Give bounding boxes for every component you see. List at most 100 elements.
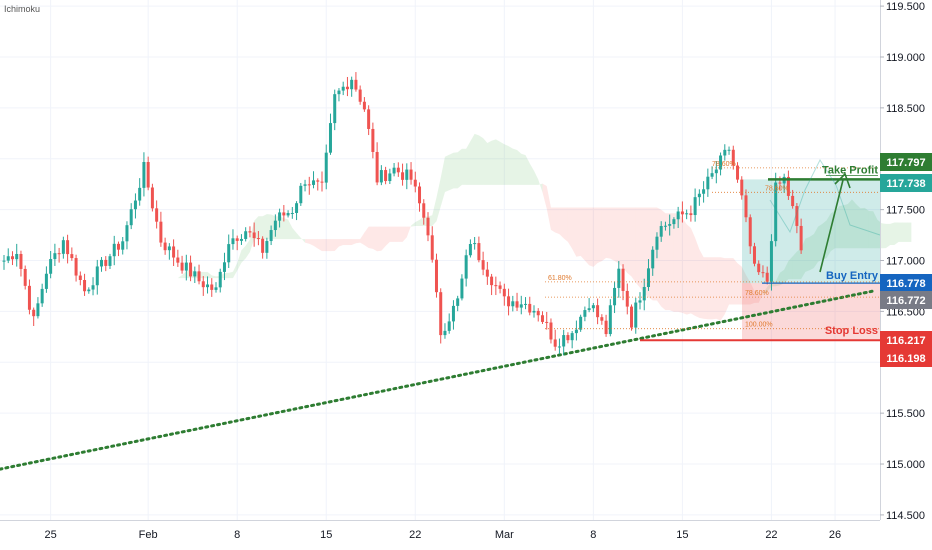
- candle-body: [477, 243, 481, 261]
- cloud-segment: [754, 291, 759, 303]
- candle-body: [261, 238, 265, 253]
- cloud-segment: [873, 211, 878, 249]
- cloud-segment: [377, 226, 382, 252]
- candle-body: [685, 213, 689, 215]
- x-tick-label: 22: [409, 529, 421, 541]
- cloud-segment: [567, 207, 573, 249]
- cloud-segment: [521, 153, 526, 185]
- cloud-segment: [525, 155, 530, 185]
- candle-body: [697, 193, 701, 198]
- candle-body: [426, 217, 430, 236]
- candle-body: [638, 300, 642, 303]
- cloud-segment: [758, 293, 763, 303]
- candle-body: [634, 302, 638, 328]
- candle-body: [507, 296, 511, 307]
- candle-body: [621, 268, 625, 291]
- candle-body: [256, 238, 260, 240]
- cloud-segment: [703, 257, 708, 320]
- candle-body: [587, 308, 591, 311]
- candle-body: [532, 310, 536, 313]
- candle-body: [430, 235, 434, 260]
- cloud-segment: [495, 139, 501, 185]
- candle-body: [362, 101, 366, 110]
- candle-body: [570, 333, 574, 341]
- cloud-segment: [411, 222, 416, 227]
- cloud-segment: [580, 207, 585, 261]
- price-tag-buy-entry: [880, 274, 932, 292]
- buy-entry-label: Buy Entry: [826, 270, 879, 282]
- y-tick-label: 119.000: [886, 52, 925, 64]
- cloud-segment: [550, 207, 556, 233]
- cloud-segment: [678, 213, 683, 313]
- candle-body: [642, 287, 646, 301]
- cloud-segment: [292, 227, 297, 240]
- candle-body: [2, 260, 6, 262]
- candle-body: [235, 238, 239, 241]
- support-trendline: [0, 289, 875, 471]
- candle-body: [625, 290, 629, 307]
- candle-body: [392, 167, 396, 174]
- target-arrow-shaft: [819, 179, 844, 273]
- candle-body: [490, 276, 494, 286]
- candle-body: [706, 176, 710, 190]
- cloud-segment: [669, 213, 674, 312]
- cloud-segment: [835, 206, 840, 249]
- cloud-segment: [322, 239, 327, 252]
- cloud-segment: [372, 226, 378, 252]
- cloud-segment: [440, 156, 445, 207]
- indicator-label: Ichimoku: [4, 4, 40, 14]
- cloud-segment: [623, 207, 628, 274]
- cloud-segment: [517, 150, 522, 185]
- candle-body: [231, 238, 235, 245]
- candle-body: [439, 292, 443, 336]
- y-tick-label: 114.500: [886, 510, 925, 522]
- price-axis[interactable]: 119.500119.000118.500118.000117.500117.0…: [880, 1, 925, 522]
- candle-body: [545, 321, 549, 323]
- cloud-segment: [258, 216, 263, 240]
- candle-body: [265, 241, 269, 253]
- cloud-segment: [606, 207, 611, 259]
- candle-body: [617, 268, 621, 288]
- cloud-segment: [415, 219, 420, 226]
- candle-body: [172, 246, 176, 258]
- cloud-segment: [402, 226, 407, 242]
- candle-body: [176, 257, 180, 263]
- cloud-segment: [444, 154, 450, 193]
- candle-body: [748, 217, 752, 247]
- candle-body: [248, 231, 252, 233]
- candle-body: [32, 309, 36, 317]
- cloud-segment: [673, 213, 679, 312]
- candle-body: [341, 86, 345, 91]
- candle-body: [562, 335, 566, 347]
- cloud-segment: [288, 219, 293, 240]
- cloud-segment: [733, 258, 738, 305]
- x-tick-label: 15: [676, 529, 688, 541]
- cloud-segment: [529, 163, 534, 185]
- price-tag-take-profit: [880, 174, 932, 192]
- candle-body: [752, 246, 756, 264]
- candle-body: [227, 244, 231, 263]
- price-tag-text: 116.217: [886, 335, 925, 347]
- candle-body: [502, 288, 506, 297]
- y-tick-label: 115.000: [886, 459, 925, 471]
- candle-body: [540, 315, 544, 322]
- time-axis[interactable]: 25 Feb 8 15 22 Mar 8 15 22 26: [45, 529, 842, 541]
- cloud-segment: [809, 234, 814, 271]
- cloud-segment: [542, 183, 547, 209]
- cloud-segment: [601, 207, 607, 262]
- candle-body: [78, 275, 82, 281]
- candle-body: [511, 301, 515, 307]
- cloud-segment: [406, 225, 412, 238]
- candle-body: [405, 169, 409, 180]
- x-tick-label: Mar: [495, 529, 514, 541]
- candle-body: [418, 186, 422, 204]
- candle-body: [19, 253, 23, 269]
- candle-body: [579, 316, 583, 330]
- cloud-segment: [631, 207, 636, 283]
- cloud-segment: [724, 258, 730, 315]
- cloud-segment: [512, 148, 518, 185]
- y-tick-label: 115.500: [886, 408, 925, 420]
- candle-body: [659, 226, 663, 237]
- candle-body: [714, 169, 718, 174]
